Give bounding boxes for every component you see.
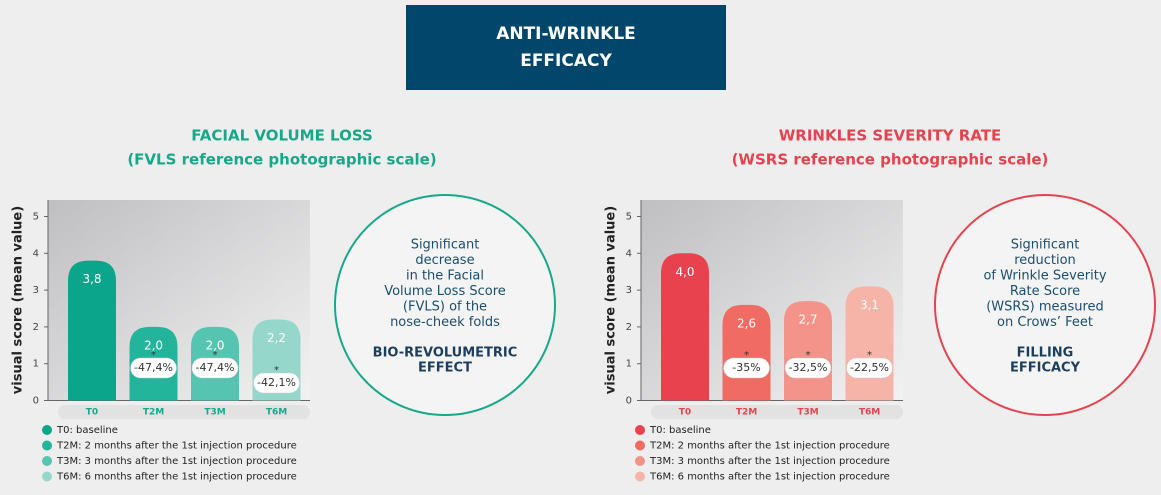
- legend-swatch: [635, 425, 645, 435]
- legend-label: T3M: 3 months after the 1st injection pr…: [649, 456, 890, 467]
- y-tick-label: 3: [33, 285, 39, 296]
- legend-label: T2M: 2 months after the 1st injection pr…: [56, 441, 297, 452]
- callout-effect: FILLING: [1017, 346, 1074, 361]
- value-label: 3,8: [82, 272, 101, 286]
- callout-text: on Crows’ Feet: [997, 315, 1093, 330]
- callout-circle: [934, 194, 1156, 416]
- value-label: 4,0: [675, 265, 694, 279]
- callout-text: decrease: [415, 253, 474, 268]
- x-tick-label: T3M: [204, 408, 225, 418]
- y-tick-label: 1: [33, 359, 39, 370]
- legend-label: T0: baseline: [649, 425, 711, 436]
- header-box: [406, 5, 726, 90]
- callout-circle: [334, 194, 556, 416]
- y-tick-label: 4: [626, 248, 632, 259]
- legend-swatch: [42, 471, 52, 482]
- legend-label: T6M: 6 months after the 1st injection pr…: [56, 472, 297, 483]
- callout-text: (WSRS) measured: [986, 300, 1104, 315]
- y-tick-label: 5: [33, 212, 39, 223]
- callout-text: Significant: [1011, 238, 1080, 253]
- legend-swatch: [635, 440, 645, 451]
- legend-swatch: [42, 440, 52, 451]
- value-label: 2,2: [267, 331, 286, 345]
- change-badge: [130, 357, 177, 379]
- value-label: 2,0: [144, 338, 163, 352]
- value-label: 2,6: [737, 316, 756, 330]
- significance-mark: *: [274, 365, 279, 376]
- callout-effect: EFFICACY: [1010, 361, 1081, 376]
- change-label: -32,5%: [789, 361, 828, 374]
- significance-mark: *: [151, 350, 156, 361]
- x-tick-label: T6M: [859, 408, 880, 418]
- legend-swatch: [635, 456, 645, 466]
- y-tick-label: 3: [626, 285, 632, 296]
- y-tick-label: 4: [33, 248, 39, 259]
- legend-label: T6M: 6 months after the 1st injection pr…: [649, 472, 890, 483]
- header-title: ANTI-WRINKLE: [496, 24, 636, 44]
- callout-effect: EFFECT: [418, 361, 472, 376]
- y-tick-label: 0: [33, 396, 39, 407]
- callout-text: Volume Loss Score: [384, 284, 506, 299]
- chart-title: FACIAL VOLUME LOSS: [191, 127, 373, 145]
- x-tick-label: T2M: [143, 408, 164, 418]
- value-label: 2,0: [205, 338, 224, 352]
- callout-text: in the Facial: [406, 269, 484, 284]
- change-label: -22,5%: [850, 361, 889, 374]
- change-badge: [723, 357, 770, 379]
- legend-swatch: [42, 456, 52, 466]
- significance-mark: *: [213, 350, 218, 361]
- change-label: -35%: [732, 361, 760, 374]
- chart-subtitle: (WSRS reference photographic scale): [732, 151, 1049, 169]
- y-axis-label: visual score (mean value): [11, 206, 26, 394]
- significance-mark: *: [806, 350, 811, 361]
- change-badge: [253, 372, 300, 394]
- y-tick-label: 2: [33, 322, 39, 333]
- legend-label: T2M: 2 months after the 1st injection pr…: [649, 441, 890, 452]
- bar: [661, 253, 709, 401]
- callout-effect: BIO-REVOLUMETRIC: [373, 346, 518, 361]
- chart-title: WRINKLES SEVERITY RATE: [779, 127, 1002, 145]
- header-title: EFFICACY: [520, 51, 612, 71]
- x-tick-label: T2M: [736, 408, 757, 418]
- x-tick-label: T6M: [266, 408, 287, 418]
- category-strip: [58, 405, 310, 419]
- value-label: 2,7: [798, 313, 817, 327]
- x-tick-label: T3M: [797, 408, 818, 418]
- significance-mark: *: [867, 350, 872, 361]
- bar: [68, 260, 116, 401]
- legend-label: T0: baseline: [56, 425, 118, 436]
- legend-label: T3M: 3 months after the 1st injection pr…: [56, 456, 297, 467]
- legend-swatch: [42, 425, 52, 435]
- callout-text: Rate Score: [1010, 284, 1080, 299]
- change-label: -47,4%: [134, 361, 173, 374]
- y-axis-label: visual score (mean value): [604, 206, 619, 394]
- legend-swatch: [635, 471, 645, 482]
- y-tick-label: 5: [626, 212, 632, 223]
- callout-text: reduction: [1014, 253, 1076, 268]
- change-label: -47,4%: [196, 361, 235, 374]
- y-tick-label: 0: [626, 396, 632, 407]
- callout-text: (FVLS) of the: [403, 300, 487, 315]
- value-label: 3,1: [860, 298, 879, 312]
- chart-subtitle: (FVLS reference photographic scale): [127, 151, 436, 169]
- callout-text: Significant: [411, 238, 480, 253]
- callout-text: nose-cheek folds: [390, 315, 500, 330]
- category-strip: [651, 405, 903, 419]
- y-tick-label: 2: [626, 322, 632, 333]
- change-badge: [846, 357, 893, 379]
- change-badge: [191, 357, 239, 379]
- y-tick-label: 1: [626, 359, 632, 370]
- change-badge: [784, 357, 832, 379]
- x-tick-label: T0: [679, 408, 691, 418]
- change-label: -42,1%: [257, 376, 296, 389]
- callout-text: of Wrinkle Severity: [983, 269, 1106, 284]
- x-tick-label: T0: [86, 408, 98, 418]
- significance-mark: *: [744, 350, 749, 361]
